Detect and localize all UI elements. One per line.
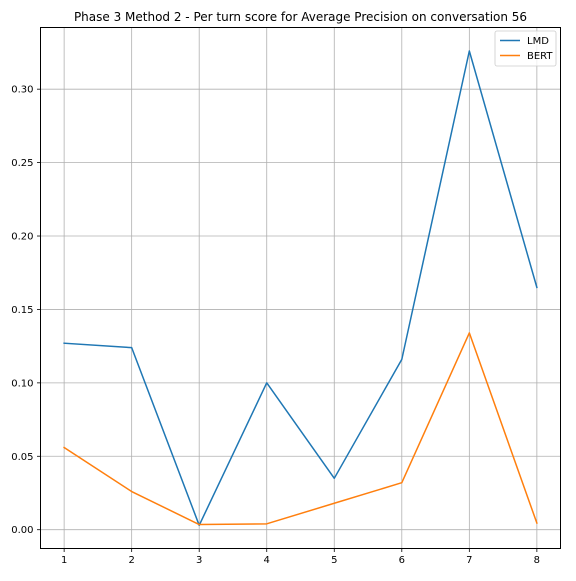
plot-frame xyxy=(40,27,561,549)
x-tick-label: 7 xyxy=(466,555,472,566)
y-tick-label: 0.00 xyxy=(11,525,33,536)
series-lines xyxy=(63,50,538,527)
grid-lines xyxy=(40,27,561,549)
legend-label-bert: BERT xyxy=(527,51,553,62)
chart-title: Phase 3 Method 2 - Per turn score for Av… xyxy=(74,10,527,24)
y-tick-label: 0.10 xyxy=(11,378,33,389)
x-tick-label: 1 xyxy=(61,555,67,566)
axis-ticks: 1 2 3 4 5 6 7 8 0.00 0.05 0.10 0.15 0.20 0.25 0.30 xyxy=(11,85,540,566)
x-tick-label: 5 xyxy=(331,555,337,566)
y-tick-label: 0.25 xyxy=(11,158,33,169)
series-line-bert xyxy=(63,332,538,526)
x-tick-label: 8 xyxy=(534,555,540,566)
x-tick-label: 6 xyxy=(399,555,405,566)
y-tick-label: 0.05 xyxy=(11,452,33,463)
y-tick-label: 0.20 xyxy=(11,232,33,243)
y-tick-label: 0.15 xyxy=(11,305,33,316)
x-tick-label: 3 xyxy=(196,555,202,566)
series-line-lmd xyxy=(63,50,538,527)
y-tick-label: 0.30 xyxy=(11,85,33,96)
x-tick-label: 2 xyxy=(128,555,134,566)
x-tick-label: 4 xyxy=(264,555,270,566)
legend-label-lmd: LMD xyxy=(527,36,549,47)
legend: LMD BERT xyxy=(494,30,557,67)
